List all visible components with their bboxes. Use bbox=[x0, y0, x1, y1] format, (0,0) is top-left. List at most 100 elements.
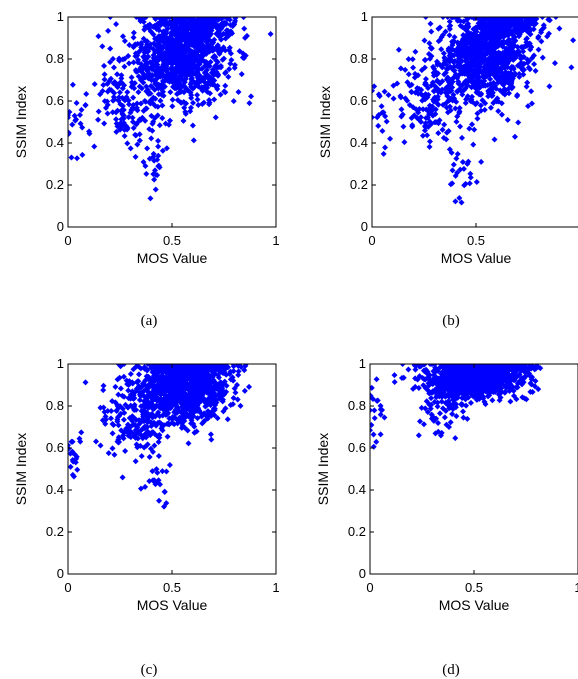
data-point bbox=[124, 421, 131, 428]
data-point bbox=[188, 372, 195, 379]
data-point bbox=[456, 71, 463, 78]
data-point bbox=[107, 59, 114, 66]
y-tick-label: 1 bbox=[57, 356, 64, 371]
data-point bbox=[538, 29, 545, 36]
data-point bbox=[391, 372, 398, 379]
data-point bbox=[530, 26, 537, 33]
data-point bbox=[524, 22, 531, 29]
data-point bbox=[505, 70, 512, 77]
data-point bbox=[478, 90, 485, 97]
data-point bbox=[464, 20, 471, 27]
data-point bbox=[520, 61, 527, 68]
data-point bbox=[207, 431, 214, 438]
data-point bbox=[155, 47, 162, 54]
data-point bbox=[478, 158, 485, 165]
data-point bbox=[113, 116, 120, 123]
data-point bbox=[199, 87, 206, 94]
data-point bbox=[484, 44, 491, 51]
data-point bbox=[230, 98, 237, 105]
data-point bbox=[202, 17, 209, 20]
data-point bbox=[508, 17, 515, 20]
data-point bbox=[139, 66, 146, 73]
data-point bbox=[446, 146, 453, 153]
data-point bbox=[156, 20, 163, 27]
data-point bbox=[504, 28, 511, 35]
data-point bbox=[568, 64, 575, 71]
data-point bbox=[469, 17, 476, 20]
data-point bbox=[525, 40, 532, 47]
data-point bbox=[116, 57, 123, 64]
data-point bbox=[101, 120, 108, 127]
data-point bbox=[77, 120, 84, 127]
data-point bbox=[109, 55, 116, 62]
data-point bbox=[185, 440, 192, 447]
data-point bbox=[414, 115, 421, 122]
data-point bbox=[492, 49, 499, 56]
data-point bbox=[198, 413, 205, 420]
data-point bbox=[110, 97, 117, 104]
data-point bbox=[117, 101, 124, 108]
x-axis-label: MOS Value bbox=[441, 250, 512, 266]
y-tick-label: 0 bbox=[57, 566, 64, 581]
data-point bbox=[570, 37, 577, 44]
data-point bbox=[229, 374, 236, 381]
data-point bbox=[196, 72, 203, 79]
data-point bbox=[464, 71, 471, 78]
data-point bbox=[426, 143, 433, 150]
data-point bbox=[135, 49, 142, 56]
data-point bbox=[185, 54, 192, 61]
data-point bbox=[183, 73, 190, 80]
data-point bbox=[240, 17, 247, 21]
data-point bbox=[433, 71, 440, 78]
data-point bbox=[190, 137, 197, 144]
data-point bbox=[152, 186, 159, 193]
y-tick-label: 0 bbox=[57, 219, 64, 234]
data-point bbox=[129, 104, 136, 111]
data-point bbox=[148, 135, 155, 142]
data-point bbox=[443, 104, 450, 111]
data-point bbox=[135, 383, 142, 390]
data-point bbox=[138, 41, 145, 48]
data-point bbox=[149, 468, 156, 475]
data-points bbox=[372, 17, 577, 206]
data-point bbox=[219, 17, 226, 21]
data-point bbox=[83, 91, 90, 98]
data-point bbox=[114, 376, 121, 383]
data-point bbox=[110, 64, 117, 71]
data-point bbox=[102, 413, 109, 420]
data-point bbox=[179, 36, 186, 43]
data-point bbox=[409, 122, 416, 129]
data-point bbox=[184, 365, 191, 372]
data-point bbox=[132, 431, 139, 438]
data-point bbox=[188, 390, 195, 397]
data-point bbox=[531, 61, 538, 68]
data-point bbox=[188, 417, 195, 424]
data-point bbox=[157, 390, 164, 397]
data-point bbox=[497, 87, 504, 94]
data-point bbox=[146, 400, 153, 407]
data-point bbox=[502, 31, 509, 38]
data-point bbox=[130, 29, 137, 36]
x-axis-label: MOS Value bbox=[137, 597, 208, 613]
data-point bbox=[107, 45, 114, 52]
data-point bbox=[239, 54, 246, 61]
data-point bbox=[150, 45, 157, 52]
y-tick-label: 0.2 bbox=[350, 177, 368, 192]
data-point bbox=[181, 104, 188, 111]
data-point bbox=[141, 97, 148, 104]
data-point bbox=[102, 420, 109, 427]
data-point bbox=[162, 120, 169, 127]
data-point bbox=[182, 41, 189, 48]
data-point bbox=[464, 82, 471, 89]
data-point bbox=[535, 46, 542, 53]
data-point bbox=[438, 34, 445, 41]
data-point bbox=[82, 379, 89, 386]
data-point bbox=[535, 386, 542, 393]
data-point bbox=[132, 132, 139, 139]
data-point bbox=[155, 439, 162, 446]
data-point bbox=[416, 105, 423, 112]
data-point bbox=[480, 23, 487, 30]
data-point bbox=[457, 166, 464, 173]
data-point bbox=[190, 41, 197, 48]
data-point bbox=[196, 56, 203, 63]
